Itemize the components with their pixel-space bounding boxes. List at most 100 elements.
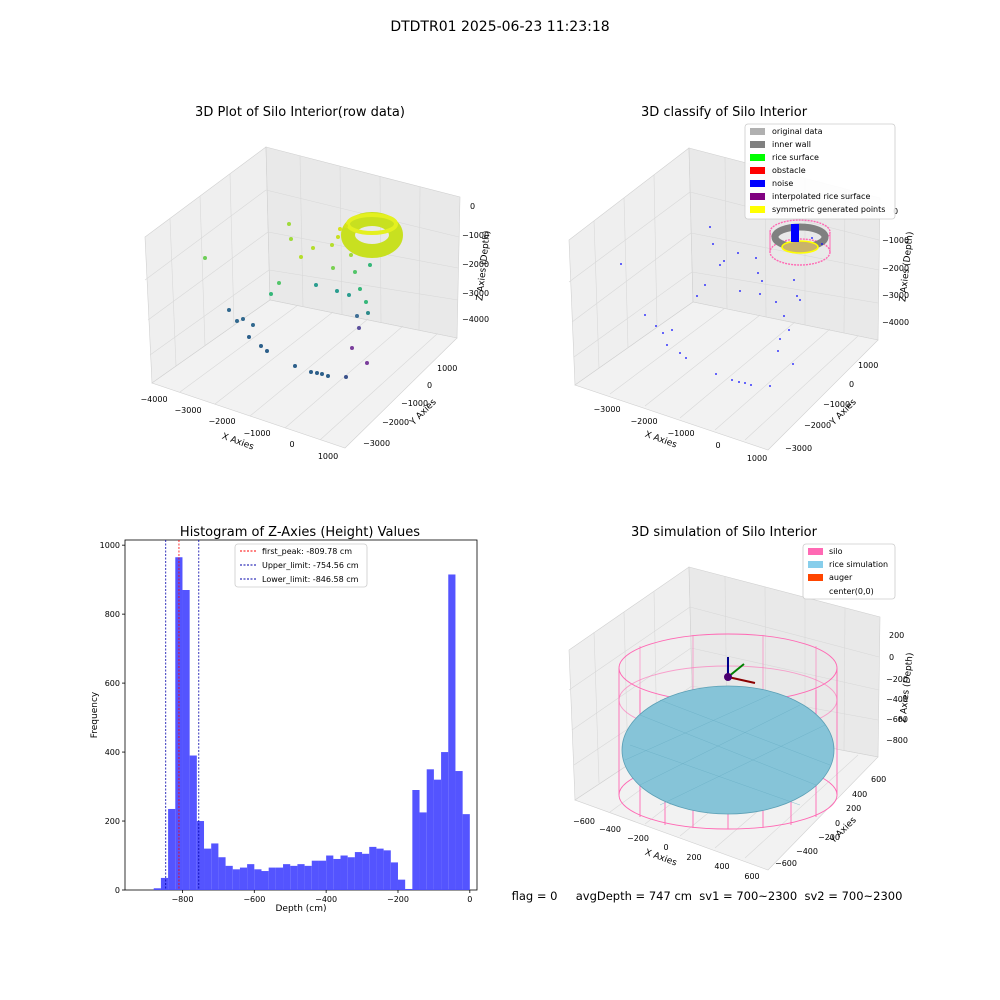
legend-label: silo (829, 547, 843, 556)
noise-point (821, 243, 823, 245)
hist-y-axis-ticks: 0 200 400 600 800 1000 (100, 541, 125, 895)
raw-point (358, 287, 362, 291)
legend-swatch-rice-simulation (808, 561, 823, 568)
panel-simulation-3d: 3D simulation of Silo Interior (568, 525, 916, 881)
raw-point (265, 349, 269, 353)
classify-legend-entry: original data (750, 127, 823, 136)
noise-point (793, 279, 795, 281)
noise-point (757, 272, 759, 274)
noise-point (738, 381, 740, 383)
raw-point (344, 375, 348, 379)
raw-point (347, 293, 351, 297)
panel-classify-3d: 3D classify of Silo Interior −3000 −2000… (568, 105, 916, 463)
hist-bar (455, 771, 463, 890)
sim-ytick: 200 (846, 804, 861, 813)
hist-bar (340, 855, 348, 890)
footer-status-text: flag = 0 avgDepth = 747 cm sv1 = 700~230… (512, 889, 903, 903)
hist-bar (232, 869, 240, 890)
auger-x-arrow (727, 676, 756, 684)
hist-bar (290, 865, 298, 890)
hist-ylabel: Frequency (90, 691, 100, 738)
panel-raw-3d: 3D Plot of Silo Interior(row data) −4000… (140, 105, 492, 461)
hist-bar (189, 755, 197, 890)
hist-bar (204, 848, 212, 890)
raw-point (309, 370, 313, 374)
legend-swatch-symmetric-generated-points (750, 206, 765, 213)
classify-ytick: −3000 (785, 444, 812, 453)
hist-legend-frame (234, 543, 368, 588)
legend-label-upper-limit: Upper_limit: -754.56 cm (262, 561, 359, 570)
classify-z-tick-labels: 0 −1000 −2000 −3000 −4000 (882, 207, 909, 327)
sim-legend-entry: silo (808, 547, 843, 556)
hist-bar (261, 871, 269, 890)
noise-point (744, 382, 746, 384)
raw-point (365, 361, 369, 365)
legend-label: inner wall (772, 140, 811, 149)
sim-title: 3D simulation of Silo Interior (631, 525, 818, 540)
hist-bar (448, 574, 456, 890)
legend-swatch-inner-wall (750, 141, 765, 148)
classify-floor-pane (574, 301, 879, 451)
sim-ztick: −400 (886, 695, 908, 704)
classify-legend-entry: rice surface (750, 153, 819, 162)
sim-ztick: −600 (886, 715, 908, 724)
noise-point (750, 384, 752, 386)
hist-bar (326, 855, 334, 890)
raw-point (330, 243, 334, 247)
hist-xtick-label: −800 (171, 895, 193, 904)
raw-point (338, 227, 342, 231)
legend-label: obstacle (772, 166, 806, 175)
hist-bar (433, 779, 442, 890)
hist-bar (168, 808, 176, 890)
raw-point (368, 263, 372, 267)
raw-ztick: −3000 (462, 289, 489, 298)
raw-point (269, 292, 273, 296)
legend-label: original data (772, 127, 823, 136)
raw-silo-ring (341, 212, 403, 258)
sim-xtick: 200 (686, 853, 701, 862)
classify-rice-surface (781, 240, 819, 254)
hist-ytick-label: 600 (105, 679, 120, 688)
classify-noise-points (620, 226, 823, 387)
raw-ztick: 0 (470, 202, 475, 211)
sim-ztick: −800 (886, 736, 908, 745)
hist-xtick-label: −200 (387, 895, 409, 904)
raw-point (335, 289, 339, 293)
noise-point (666, 344, 668, 346)
raw-ztick: −1000 (462, 231, 489, 240)
hist-ytick-label: 200 (105, 817, 120, 826)
sim-ytick: −200 (818, 833, 840, 842)
hist-bar (218, 857, 226, 890)
raw-point (366, 311, 370, 315)
classify-legend-entry: inner wall (750, 140, 811, 149)
hist-bar (362, 853, 370, 890)
raw-ytick: 1000 (437, 364, 457, 373)
noise-point (662, 332, 664, 334)
raw-point (299, 255, 303, 259)
hist-ytick-label: 400 (105, 748, 120, 757)
hist-x-axis-ticks: −800 −600 −400 −200 0 (171, 890, 472, 904)
hist-bar (369, 846, 377, 890)
noise-point (719, 264, 721, 266)
raw-point (241, 317, 245, 321)
noise-point (769, 385, 771, 387)
center-marker (724, 673, 732, 681)
hist-ytick-label: 800 (105, 610, 120, 619)
raw-point (293, 364, 297, 368)
legend-label: rice surface (772, 153, 819, 162)
noise-point (712, 243, 714, 245)
classify-y-tick-labels: −3000 −2000 −1000 0 1000 (785, 361, 878, 453)
raw-point (336, 235, 340, 239)
raw-xtick: 0 (289, 440, 294, 449)
noise-point (709, 226, 711, 228)
sim-ylabel: Y Axies (828, 815, 859, 846)
raw-point (331, 266, 335, 270)
classify-xtick: −3000 (593, 405, 620, 414)
sim-x-tick-labels: −600 −400 −200 0 200 400 600 (573, 817, 760, 881)
panel-histogram: Histogram of Z-Axies (Height) Values −80… (90, 525, 478, 914)
noise-point (723, 260, 725, 262)
noise-point (792, 363, 794, 365)
sim-legend-frame (802, 543, 896, 600)
sim-legend-entry: auger (808, 573, 853, 582)
